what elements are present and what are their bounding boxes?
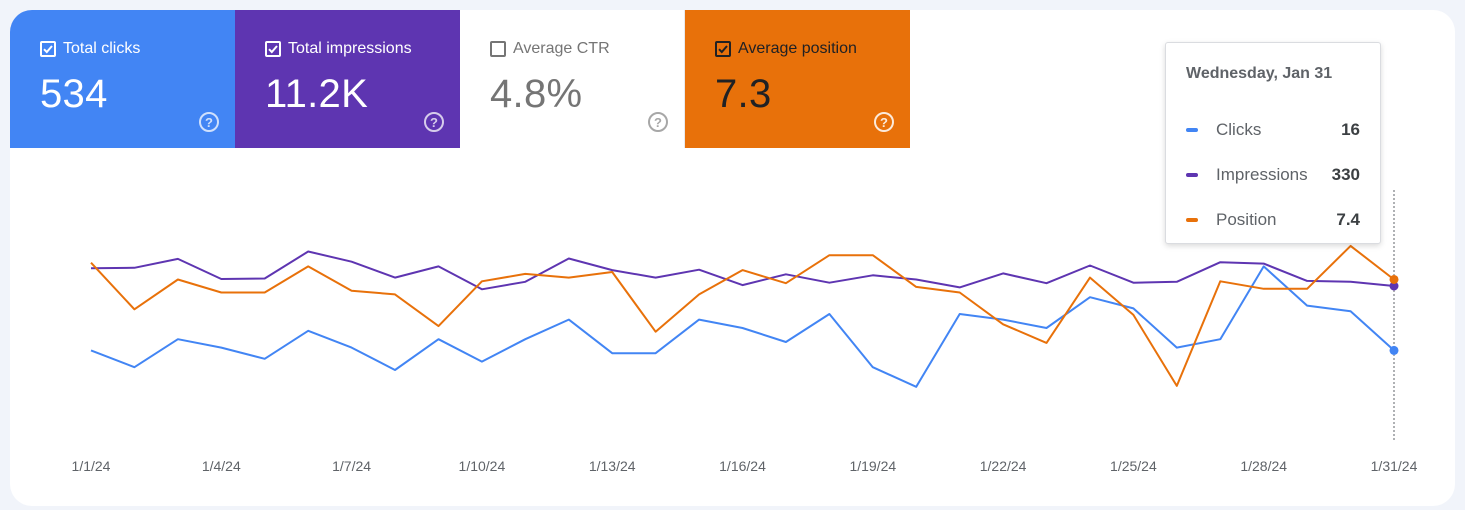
metric-label: Total impressions [288, 40, 412, 57]
checkbox-unchecked-icon[interactable] [490, 41, 506, 57]
performance-line-chart[interactable]: 1/1/24 1/4/24 1/7/24 1/10/24 1/13/24 1/16/24 1… [10, 10, 1455, 506]
tooltip-value: 16 [1341, 119, 1360, 139]
metric-value: 4.8% [490, 72, 583, 116]
tooltip-label: Impressions [1216, 164, 1308, 184]
metric-header: Total impressions [265, 40, 412, 58]
tooltip-value: 7.4 [1336, 209, 1360, 229]
series-line-clicks[interactable] [90, 265, 1395, 388]
metric-header: Total clicks [40, 40, 140, 58]
x-tick-label: 1/19/24 [849, 458, 896, 474]
metric-value: 7.3 [715, 72, 772, 116]
impressions-swatch [1186, 172, 1198, 177]
x-tick-label: 1/10/24 [459, 458, 506, 474]
x-tick-label: 1/25/24 [1110, 458, 1157, 474]
tooltip-label: Clicks [1216, 119, 1262, 139]
help-icon[interactable]: ? [424, 112, 444, 132]
highlight-point-clicks [1389, 345, 1399, 355]
metric-tile-ctr[interactable]: Average CTR 4.8% ? [460, 10, 685, 148]
x-tick-label: 1/31/24 [1371, 458, 1418, 474]
x-tick-label: 1/4/24 [202, 458, 241, 474]
checkbox-checked-icon[interactable] [715, 41, 731, 57]
chart-tooltip: Wednesday, Jan 31 Clicks 16 Impressions … [1165, 42, 1381, 244]
metric-header: Average CTR [490, 40, 610, 58]
metric-value: 534 [40, 72, 108, 116]
x-tick-label: 1/22/24 [980, 458, 1027, 474]
clicks-swatch [1186, 127, 1198, 132]
series-line-position[interactable] [90, 244, 1395, 387]
x-tick-label: 1/28/24 [1240, 458, 1287, 474]
x-tick-label: 1/13/24 [589, 458, 636, 474]
x-tick-label: 1/7/24 [332, 458, 371, 474]
metric-tile-position[interactable]: Average position 7.3 ? [685, 10, 910, 148]
tooltip-label: Position [1216, 209, 1277, 229]
tooltip-row-clicks: Clicks 16 [1186, 107, 1360, 152]
help-icon[interactable]: ? [648, 112, 668, 132]
series-line-impressions[interactable] [90, 250, 1395, 291]
metric-label: Average CTR [513, 40, 610, 57]
tooltip-row-impressions: Impressions 330 [1186, 152, 1360, 197]
checkbox-checked-icon[interactable] [265, 41, 281, 57]
metric-label: Total clicks [63, 40, 141, 57]
help-icon[interactable]: ? [874, 112, 894, 132]
tooltip-value: 330 [1331, 164, 1360, 184]
position-swatch [1186, 217, 1198, 222]
highlight-point-impressions [1389, 281, 1399, 291]
highlight-point-position [1389, 274, 1399, 284]
x-tick-label: 1/1/24 [72, 458, 111, 474]
performance-card: Total clicks 534 ? Total impressions 11.… [10, 10, 1455, 506]
metric-tile-impressions[interactable]: Total impressions 11.2K ? [235, 10, 460, 148]
metric-tile-clicks[interactable]: Total clicks 534 ? [10, 10, 235, 148]
metric-label: Average position [738, 40, 857, 57]
tooltip-date: Wednesday, Jan 31 [1186, 65, 1333, 82]
help-icon[interactable]: ? [199, 112, 219, 132]
tooltip-row-position: Position 7.4 [1186, 197, 1360, 242]
x-tick-label: 1/16/24 [719, 458, 766, 474]
metric-tiles: Total clicks 534 ? Total impressions 11.… [10, 10, 910, 148]
checkbox-checked-icon[interactable] [40, 41, 56, 57]
metric-header: Average position [715, 40, 857, 58]
metric-value: 11.2K [265, 72, 369, 116]
